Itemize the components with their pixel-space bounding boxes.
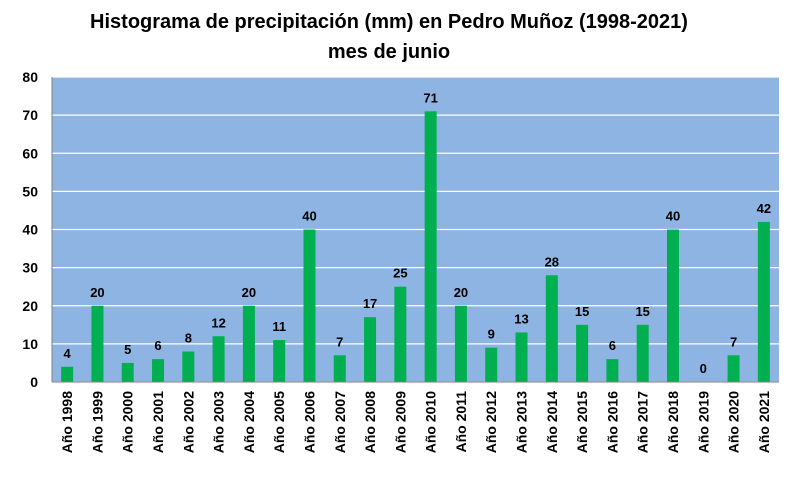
x-tick-label: Año 2017 (635, 391, 651, 453)
data-label: 15 (575, 304, 589, 319)
data-label: 5 (124, 342, 131, 357)
y-tick-label: 10 (22, 336, 38, 352)
x-tick-label: Año 2004 (241, 391, 257, 453)
bar (303, 229, 316, 382)
x-tick-label: Año 2005 (271, 391, 287, 453)
data-label: 8 (185, 331, 192, 346)
data-label: 28 (545, 254, 559, 269)
x-tick-label: Año 2003 (211, 391, 227, 453)
data-label: 25 (393, 266, 407, 281)
x-tick-label: Año 2000 (120, 391, 136, 453)
data-label: 17 (363, 296, 377, 311)
data-label: 11 (272, 319, 286, 334)
bar (242, 305, 255, 382)
data-label: 40 (666, 209, 680, 224)
x-tick-label: Año 2009 (392, 391, 408, 453)
bar (212, 336, 225, 382)
x-tick-label: Año 2010 (423, 391, 439, 453)
x-tick-label: Año 2002 (180, 391, 196, 453)
data-label: 6 (609, 338, 616, 353)
x-tick-label: Año 2019 (695, 391, 711, 453)
data-label: 71 (423, 90, 437, 105)
bar (515, 332, 528, 382)
bar (606, 359, 619, 382)
bar (666, 229, 679, 382)
bar (91, 305, 104, 382)
x-tick-label: Año 2007 (332, 391, 348, 453)
data-label: 40 (302, 209, 316, 224)
data-label: 6 (154, 338, 161, 353)
bar (485, 347, 498, 382)
x-tick-label: Año 2016 (604, 391, 620, 453)
chart-subtitle: mes de junio (328, 41, 450, 63)
y-tick-label: 70 (22, 107, 38, 123)
data-label: 20 (90, 285, 104, 300)
chart-title: Histograma de precipitación (mm) en Pedr… (90, 11, 688, 33)
bar (757, 221, 770, 382)
y-tick-label: 80 (22, 69, 38, 85)
x-tick-label: Año 2014 (544, 391, 560, 453)
bar (424, 111, 437, 382)
x-tick-label: Año 2013 (514, 391, 530, 453)
data-label: 42 (757, 201, 771, 216)
y-axis: 0 10 20 30 40 50 60 70 80 (22, 69, 53, 390)
data-label: 9 (488, 327, 495, 342)
data-label: 7 (730, 334, 737, 349)
y-tick-label: 60 (22, 145, 38, 161)
data-label: 20 (454, 285, 468, 300)
y-tick-label: 50 (22, 183, 38, 199)
bar (182, 351, 195, 382)
x-tick-label: Año 2001 (150, 391, 166, 453)
data-label: 7 (336, 334, 343, 349)
bar (152, 359, 165, 382)
x-tick-label: Año 2012 (483, 391, 499, 453)
data-label: 20 (242, 285, 256, 300)
bar (333, 355, 346, 382)
data-labels: 4 20 5 6 8 12 20 11 40 7 17 25 71 20 9 13 28 15 6 15 40 0 7 42 (64, 90, 772, 376)
x-tick-label: Año 2008 (362, 391, 378, 453)
bar (394, 286, 407, 382)
bar (121, 362, 134, 382)
data-label: 15 (635, 304, 649, 319)
y-tick-label: 20 (22, 298, 38, 314)
x-tick-label: Año 1998 (59, 391, 75, 453)
data-label: 12 (211, 315, 225, 330)
data-label: 4 (64, 346, 72, 361)
bars (61, 111, 770, 382)
x-tick-label: Año 2021 (756, 391, 772, 453)
x-tick-label: Año 2011 (453, 391, 469, 453)
x-tick-label: Año 2015 (574, 391, 590, 453)
data-label: 13 (514, 311, 528, 326)
bar (364, 317, 377, 382)
data-label: 0 (700, 361, 707, 376)
y-tick-label: 40 (22, 222, 38, 238)
bar (273, 340, 286, 382)
bar (576, 324, 589, 382)
x-tick-label: Año 1999 (89, 391, 105, 453)
x-axis: Año 1998 Año 1999 Año 2000 Año 2001 Año 2002… (52, 381, 779, 453)
bar (545, 275, 558, 382)
x-tick-label: Año 2018 (665, 391, 681, 453)
bar (727, 355, 740, 382)
y-tick-label: 0 (30, 374, 38, 390)
x-tick-label: Año 2006 (301, 391, 317, 453)
y-tick-label: 30 (22, 260, 38, 276)
x-tick-label: Año 2020 (726, 391, 742, 453)
bar (454, 305, 467, 382)
bar (61, 366, 74, 382)
bar (636, 324, 649, 382)
